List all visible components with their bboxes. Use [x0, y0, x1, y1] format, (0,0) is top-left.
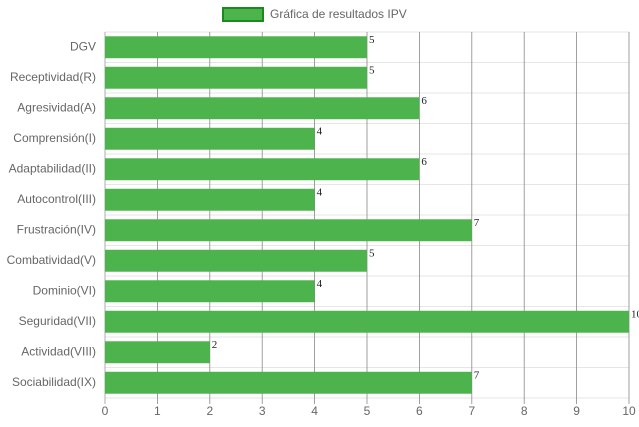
value-label: 4: [317, 186, 323, 198]
x-tick-label: 1: [154, 404, 161, 418]
value-label: 5: [369, 34, 375, 46]
bar: [105, 188, 315, 211]
x-tick-label: 7: [468, 404, 475, 418]
bar: [105, 127, 315, 150]
x-tick-label: 3: [259, 404, 266, 418]
x-tick-label: 8: [521, 404, 528, 418]
y-tick-label: Sociabilidad(IX): [12, 375, 96, 389]
bar: [105, 280, 315, 303]
value-label: 5: [369, 247, 375, 259]
bar: [105, 371, 472, 394]
x-tick-label: 0: [102, 404, 109, 418]
y-tick-label: Agresividad(A): [17, 100, 96, 114]
bar: [105, 310, 629, 333]
y-tick-label: Autocontrol(III): [17, 192, 96, 206]
x-tick-label: 6: [416, 404, 423, 418]
y-tick-label: Receptividad(R): [10, 70, 96, 84]
legend-swatch: [222, 7, 264, 22]
value-label: 4: [317, 125, 323, 137]
x-tick-label: 10: [622, 404, 636, 418]
value-label: 7: [474, 217, 480, 229]
x-tick-label: 9: [573, 404, 580, 418]
y-tick-label: Comprensión(I): [13, 131, 96, 145]
value-label: 4: [317, 278, 323, 290]
value-label: 6: [421, 156, 427, 168]
x-tick-label: 4: [311, 404, 318, 418]
y-tick-label: Frustración(IV): [17, 222, 96, 236]
value-label: 2: [212, 339, 218, 351]
legend-label: Gráfica de resultados IPV: [270, 7, 407, 21]
value-label: 6: [421, 95, 427, 107]
value-label: 5: [369, 64, 375, 76]
y-tick-label: Dominio(VI): [33, 283, 96, 297]
x-tick-label: 2: [206, 404, 213, 418]
bar: [105, 66, 367, 89]
y-tick-label: Actividad(VIII): [21, 344, 96, 358]
bar: [105, 341, 210, 364]
value-label: 10: [631, 308, 639, 320]
bar: [105, 97, 420, 120]
y-tick-label: Adaptabilidad(II): [9, 161, 96, 175]
y-tick-label: DGV: [70, 39, 96, 53]
bar: [105, 249, 367, 272]
y-tick-label: Combatividad(V): [7, 253, 96, 267]
bar: [105, 219, 472, 242]
bar: [105, 36, 367, 59]
bar: [105, 158, 420, 181]
y-tick-label: Seguridad(VII): [19, 314, 96, 328]
x-tick-label: 5: [364, 404, 371, 418]
value-label: 7: [474, 369, 480, 381]
